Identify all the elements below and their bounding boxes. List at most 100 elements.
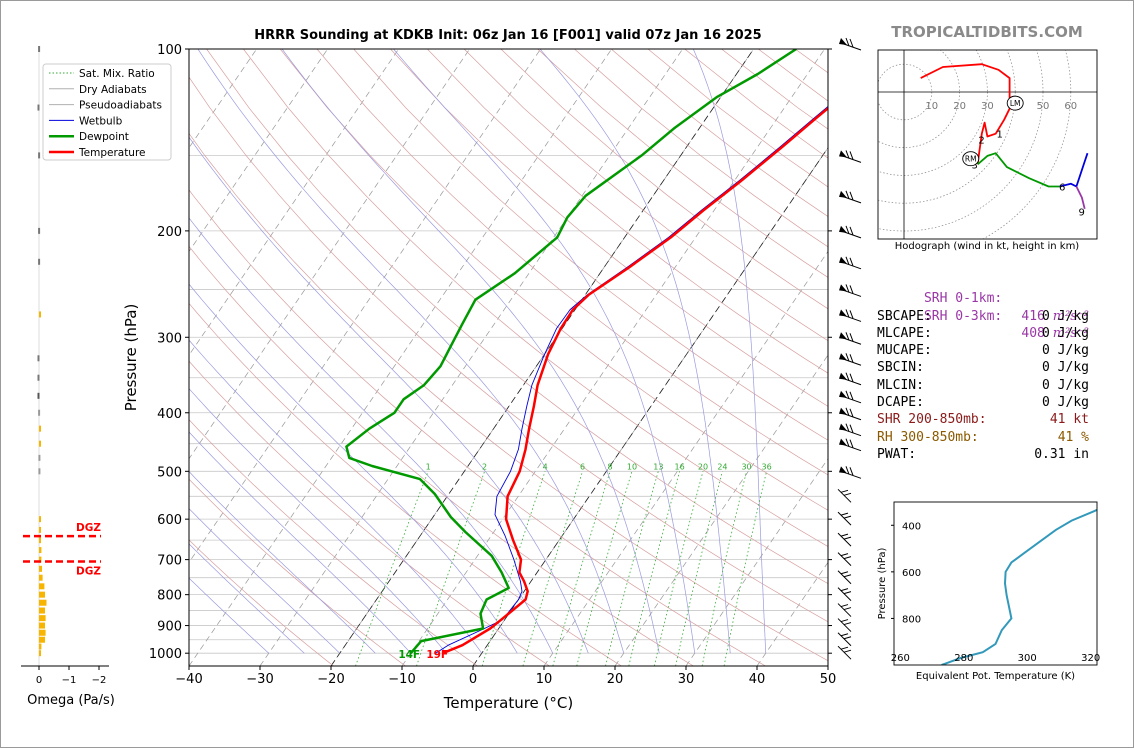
hodograph-height-label: 9 [1079, 208, 1085, 219]
theta-e-x-axis-label: Equivalent Pot. Temperature (K) [916, 671, 1075, 682]
omega-bar [37, 355, 40, 362]
skewt-background-lines: 1 2 4 6 8 10 13 16 20 24 30 36 [1, 49, 828, 666]
moist-adiabat-line [189, 283, 518, 654]
omega-bar [39, 311, 41, 318]
stats-table: SRH 0-1km: 416 m²s⁻² SRH 0-3km: 408 m²s⁻… [877, 273, 1101, 463]
wind-barb [837, 618, 852, 632]
wind-barb-feather [840, 512, 849, 516]
hodograph-trace [1075, 186, 1086, 210]
mixing-ratio-line [481, 471, 546, 666]
isotherm-line [543, 250, 828, 666]
theta-e-x-tick-label: 260 [891, 653, 910, 664]
legend-label: Wetbulb [79, 115, 123, 127]
isotherm-line [259, 49, 683, 666]
moist-adiabat-line [692, 49, 767, 654]
isotherm-reference-line [330, 49, 754, 666]
dry-adiabat-line [189, 419, 478, 666]
x-tick-label: −30 [246, 672, 273, 687]
moist-adiabat-line [189, 471, 376, 654]
stat-label: SRH 0-3km: [923, 308, 1003, 324]
omega-bar [39, 583, 45, 590]
wind-barb-staff [837, 603, 852, 617]
wind-barb-feather [840, 533, 849, 537]
stat-label: MLCIN: [877, 377, 924, 393]
y-tick-label: 400 [157, 407, 182, 422]
stat-row-rh: RH 300-850mb: 41 % [877, 429, 1101, 446]
site-watermark: TROPICALTIDBITS.COM [891, 23, 1083, 41]
omega-bar [37, 104, 40, 111]
theta-e-line [941, 508, 1097, 665]
theta-e-x-tick-label: 280 [954, 653, 973, 664]
theta-e-x-tick-label: 300 [1018, 653, 1037, 664]
stat-row-mlcape: MLCAPE: 0 J/kg [877, 325, 1101, 342]
wind-barb-feather [849, 439, 854, 448]
dgz-label: DGZ [76, 522, 101, 534]
dry-adiabat-line [353, 49, 828, 441]
wind-barb-flag [839, 256, 847, 264]
wind-barb [839, 390, 862, 404]
dry-adiabat-line [189, 76, 828, 623]
wind-barb-staff [837, 511, 852, 526]
plot-frame [188, 48, 829, 667]
wind-barb-feather [849, 191, 854, 201]
y-tick-label: 1000 [149, 647, 182, 662]
wind-barb-feather [843, 591, 852, 595]
wind-barb-feather [849, 354, 854, 363]
wind-barb [837, 587, 852, 601]
omega-bar [38, 454, 41, 461]
stat-row-dcape: DCAPE: 0 J/kg [877, 394, 1101, 411]
wind-barb [837, 603, 852, 617]
omega-bar [39, 425, 41, 432]
surface-temperature-label: 19F [426, 649, 448, 661]
stat-value: 41 kt [1049, 412, 1089, 428]
x-tick-label: 50 [820, 672, 837, 687]
mixing-ratio-line [355, 471, 429, 666]
legend-label: Pseudoadiabats [79, 100, 162, 112]
wind-barb-feather [849, 38, 854, 48]
wind-barb [839, 284, 862, 297]
moist-adiabat-line [189, 431, 412, 654]
omega-bar [38, 227, 41, 234]
wind-barb-feather [840, 633, 849, 637]
omega-tick-label: 0 [36, 675, 42, 686]
x-tick-label: 20 [607, 672, 624, 687]
stat-row-mlcin: MLCIN: 0 J/kg [877, 377, 1101, 394]
isotherm-line [189, 49, 612, 666]
wind-barb-flag [839, 438, 847, 446]
wind-barb-staff [837, 587, 852, 601]
y-tick-label: 700 [157, 554, 182, 569]
omega-bar [39, 565, 42, 572]
wind-barb-flag [839, 407, 847, 415]
wind-barb [837, 511, 852, 526]
dry-adiabat-line [427, 49, 828, 374]
omega-bar [38, 468, 41, 475]
wind-barb-feather [843, 536, 852, 540]
mixing-ratio-label: 1 [426, 462, 431, 471]
omega-bar [37, 374, 40, 381]
wind-barb [839, 190, 862, 204]
wind-barb-flag [839, 372, 847, 380]
omega-bar [39, 547, 42, 554]
stat-label: SBCAPE: [877, 308, 932, 324]
wind-barb-feather [849, 333, 854, 342]
wind-barb-feather [849, 467, 854, 476]
wind-barb-feather [840, 489, 849, 493]
y-axis-label: Pressure (hPa) [122, 304, 140, 412]
stat-row-sbcin: SBCIN: 0 J/kg [877, 359, 1101, 376]
wind-barb-feather [845, 150, 850, 159]
theta-e-y-tick-label: 600 [902, 568, 921, 579]
dry-adiabat-line [279, 49, 828, 511]
wind-barb-flag [839, 225, 847, 233]
y-tick-label: 900 [157, 620, 182, 635]
mixing-ratio-label: 20 [698, 462, 708, 471]
wind-barb-feather [845, 309, 850, 318]
isotherm-line [1, 49, 44, 666]
dry-adiabat-line [189, 539, 334, 666]
wind-barb-flag [839, 309, 847, 317]
omega-bar [39, 526, 41, 533]
wind-barb-feather [849, 226, 854, 236]
dry-adiabat-line [206, 49, 828, 585]
wind-barb [839, 256, 862, 270]
mixing-ratio-label: 6 [580, 462, 585, 471]
wind-barb [839, 423, 862, 437]
